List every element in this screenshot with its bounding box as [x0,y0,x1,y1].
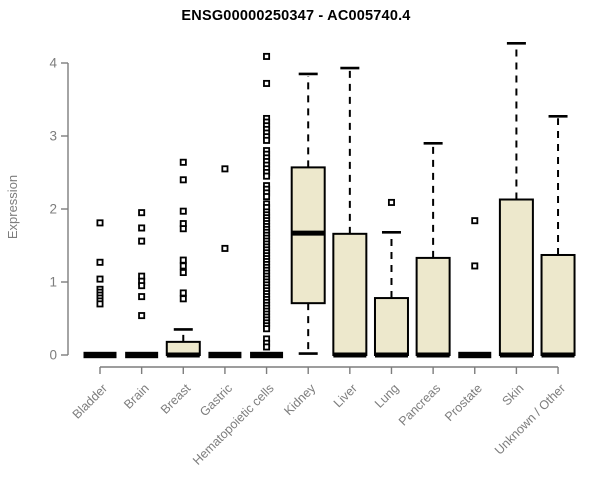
outlier-point [221,244,229,252]
boxplot-pancreas [415,142,451,358]
x-tick-label-unknown-other: Unknown / Other [492,381,568,457]
outlier-point [96,300,104,308]
boxplot-bladder [83,219,117,359]
outlier-point [179,262,187,270]
outlier-point [138,209,146,217]
y-axis: 0 1 2 3 4 [49,56,69,363]
outlier-point [179,207,187,215]
outlier-point [263,136,271,144]
y-tick-label: 0 [49,348,57,363]
outlier-point [179,158,187,166]
outlier-point [96,275,104,283]
outlier-point [138,293,146,301]
outlier-point [96,258,104,266]
outlier-point [263,343,271,351]
x-tick-label-bladder: Bladder [70,381,110,421]
boxplot-gastric [208,165,242,359]
y-tick-label: 1 [49,275,57,290]
outlier-point [138,224,146,232]
boxplot-prostate [458,217,492,359]
boxplot-unknown-other [540,114,576,358]
outlier-point [179,269,187,277]
outlier-point [179,176,187,184]
outlier-point [263,325,271,333]
x-tick-label-gastric: Gastric [197,381,235,419]
x-tick-label-prostate: Prostate [442,381,485,424]
iqr-box [498,198,534,356]
outlier-point [96,219,104,227]
iqr-box [415,256,451,356]
outlier-point [263,52,271,60]
collapsed-box [458,351,492,359]
outlier-point [471,217,479,225]
boxplot-breast [165,158,201,358]
y-tick-label: 2 [49,202,57,217]
outlier-point [179,225,187,233]
chart-title: ENSG00000250347 - AC005740.4 [181,8,411,24]
x-tick-label-liver: Liver [331,381,360,410]
x-tick-label-pancreas: Pancreas [396,381,443,428]
outlier-point [263,172,271,180]
collapsed-box [208,351,242,359]
outlier-point [471,262,479,270]
outlier-point [179,289,187,297]
x-tick-label-breast: Breast [158,381,194,417]
outlier-point [387,198,395,206]
boxplot-brain [125,209,159,359]
boxplot-liver [332,66,368,358]
collapsed-box [250,351,284,359]
boxplot-hematopoietic-cells [250,52,284,359]
outlier-point [263,79,271,87]
collapsed-box [83,351,117,359]
boxplot-kidney [290,72,326,355]
x-tick-label-lung: Lung [372,381,402,411]
boxplot-skin [498,41,534,358]
iqr-box [373,297,409,356]
x-tick-label-kidney: Kidney [281,381,318,418]
collapsed-box [125,351,159,359]
outlier-point [138,237,146,245]
outlier-point [179,256,187,264]
outlier-point [179,295,187,303]
outlier-point [138,282,146,290]
iqr-box [332,232,368,357]
x-tick-label-hematopoietic-cells: Hematopoietic cells [190,381,277,468]
x-tick-label-skin: Skin [499,381,526,408]
outlier-point [263,193,271,201]
x-tick-label-brain: Brain [121,381,152,412]
outlier-point [138,312,146,320]
y-tick-label: 3 [49,129,57,144]
boxplot-lung [373,198,409,358]
iqr-box [540,253,576,357]
y-tick-label: 4 [49,56,57,71]
outlier-point [221,165,229,173]
